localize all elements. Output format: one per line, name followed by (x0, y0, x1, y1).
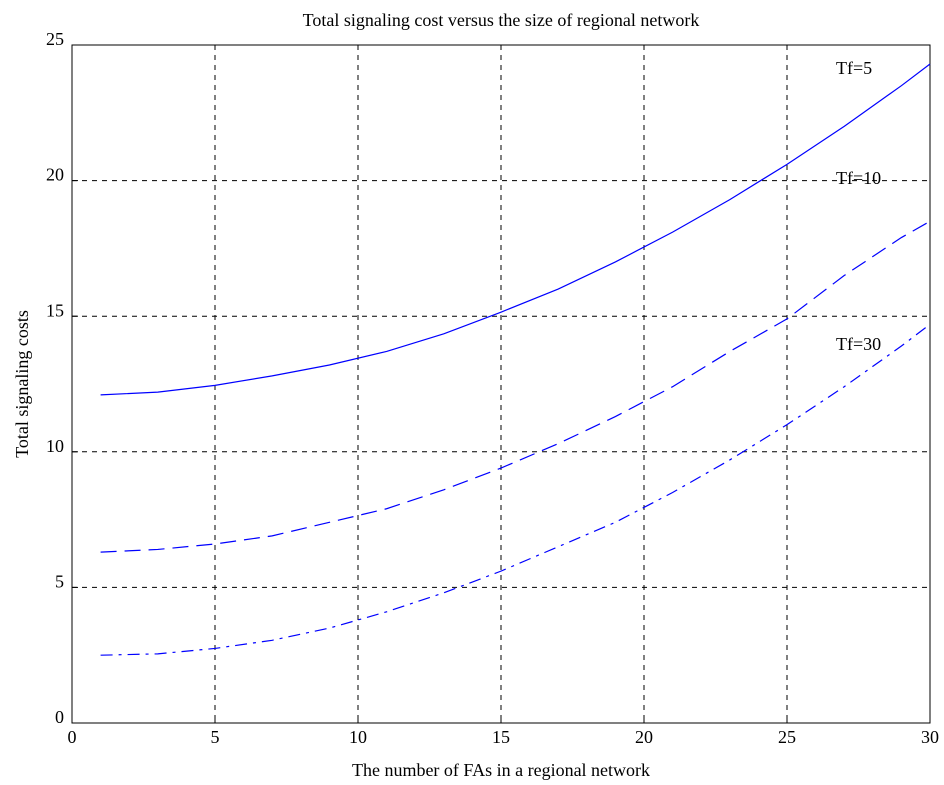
y-tick-label: 10 (46, 436, 64, 456)
y-tick-label: 5 (55, 572, 64, 592)
series-line (100, 323, 931, 656)
y-tick-label: 20 (46, 165, 64, 185)
series-label: Tf=5 (836, 58, 872, 78)
y-axis-label: Total signaling costs (12, 310, 32, 458)
x-tick-label: 10 (349, 727, 367, 747)
series-label: Tf=30 (836, 334, 881, 354)
x-tick-label: 20 (635, 727, 653, 747)
series-label: Tf=10 (836, 168, 881, 188)
chart-title: Total signaling cost versus the size of … (303, 10, 700, 30)
series-line (100, 220, 931, 553)
x-tick-label: 30 (921, 727, 939, 747)
x-tick-label: 15 (492, 727, 510, 747)
y-tick-label: 25 (46, 29, 64, 49)
y-tick-label: 15 (46, 300, 64, 320)
y-tick-label: 0 (55, 707, 64, 727)
x-tick-label: 5 (211, 727, 220, 747)
series-line (100, 63, 931, 396)
x-tick-label: 25 (778, 727, 796, 747)
x-tick-label: 0 (68, 727, 77, 747)
x-axis-label: The number of FAs in a regional network (352, 760, 650, 780)
